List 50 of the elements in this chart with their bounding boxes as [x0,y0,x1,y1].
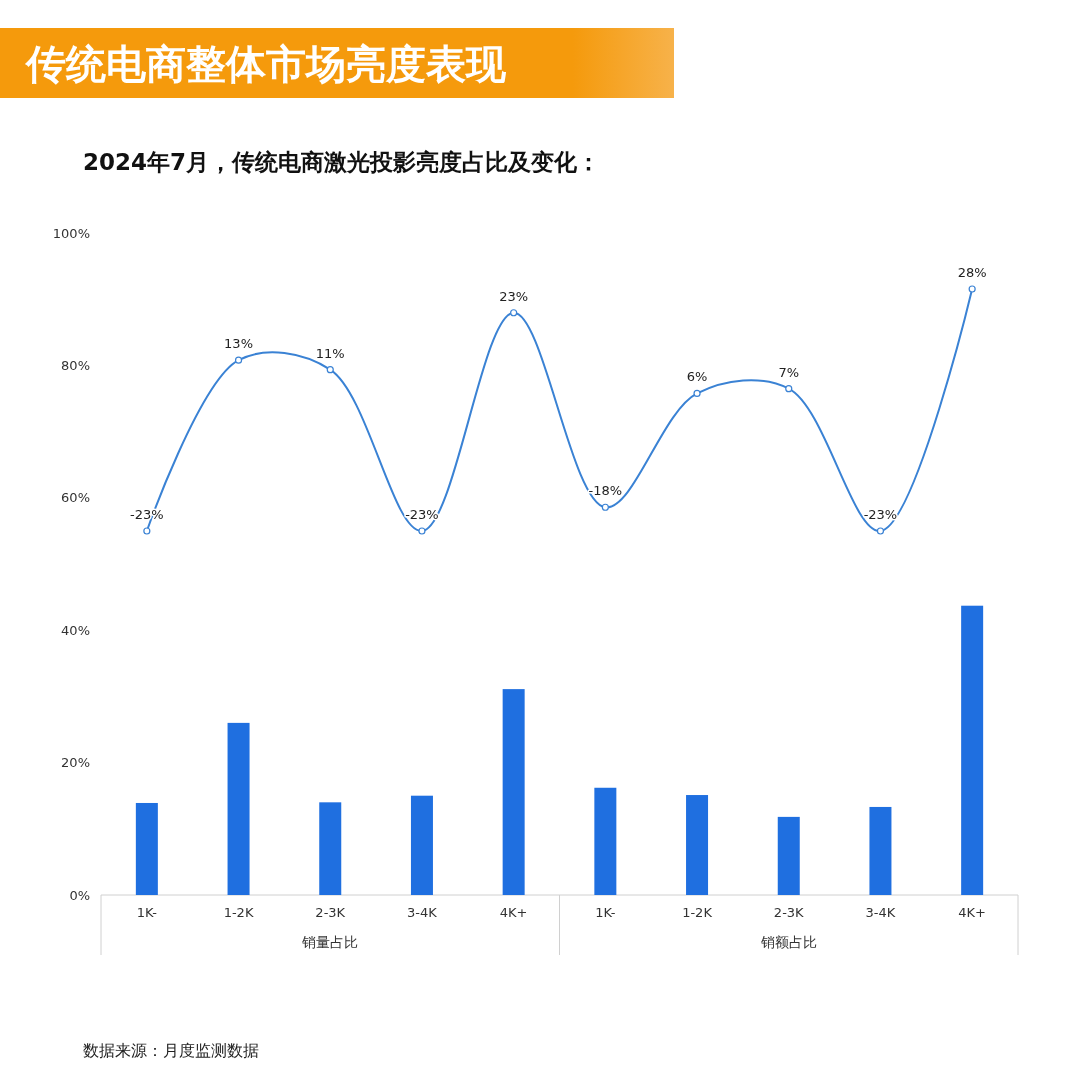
point [234,356,243,364]
y-tick-label: 0% [69,887,90,903]
bar [135,802,158,895]
chart-subtitle: 2024年7月，传统电商激光投影亮度占比及变化： [83,149,601,175]
point [326,366,334,374]
bar [502,689,525,895]
point [143,527,151,535]
x-tick-label: 1-2K [682,905,713,920]
data-label: 23% [499,288,529,304]
x-tick-label: 1-2K [223,905,254,920]
bar [594,787,617,895]
bar [227,722,250,895]
point [418,527,426,535]
data-label: 13% [224,336,253,352]
y-tick-label: 40% [61,622,90,638]
x-tick-label: 4K+ [958,905,986,920]
data-label: -23% [863,507,898,522]
bar [869,806,892,895]
point [601,503,609,511]
text: 销量占比 [301,934,359,950]
y-tick-label: 60% [61,490,90,506]
point [693,389,701,397]
source-note: 数据来源：月度监测数据 [83,1041,259,1060]
bar [319,802,342,895]
x-tick-label: 4K+ [499,905,528,920]
y-tick-label: 20% [61,755,90,771]
x-tick-label: 1K- [136,905,158,920]
data-label: 7% [778,364,800,380]
bar [410,795,433,895]
data-label: -23% [405,507,439,522]
bar [686,795,709,895]
x-tick-label: 1K- [595,905,616,920]
x-tick-label: 2-3K [773,905,805,920]
point [510,309,518,317]
point [876,527,885,535]
y-tick-label: 80% [61,357,90,373]
chart-title: 传统电商整体市场亮度表现 [24,41,507,87]
bar [961,605,984,895]
x-tick-label: 3-4K [865,905,896,920]
y-tick-label: 100% [52,225,90,241]
text: 销额占比 [759,934,817,950]
x-tick-label: 3-4K [407,905,438,920]
data-label: 28% [957,265,987,280]
data-label: 11% [315,345,345,361]
point [968,285,976,293]
data-label: -18% [588,483,623,499]
x-tick-label: 2-3K [315,905,346,920]
bar [777,816,800,895]
data-label: 6% [686,369,708,385]
point [785,385,793,393]
